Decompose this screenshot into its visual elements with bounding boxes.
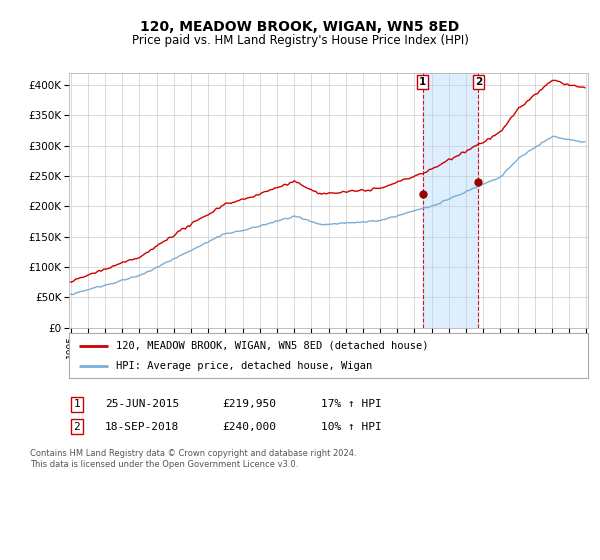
Text: £240,000: £240,000: [222, 422, 276, 432]
Text: 10% ↑ HPI: 10% ↑ HPI: [321, 422, 382, 432]
Text: Contains HM Land Registry data © Crown copyright and database right 2024.
This d: Contains HM Land Registry data © Crown c…: [30, 449, 356, 469]
Text: 120, MEADOW BROOK, WIGAN, WN5 8ED (detached house): 120, MEADOW BROOK, WIGAN, WN5 8ED (detac…: [116, 340, 428, 351]
Text: 2: 2: [475, 77, 482, 87]
Text: 25-JUN-2015: 25-JUN-2015: [105, 399, 179, 409]
Text: HPI: Average price, detached house, Wigan: HPI: Average price, detached house, Wiga…: [116, 361, 372, 371]
Text: 18-SEP-2018: 18-SEP-2018: [105, 422, 179, 432]
Text: 1: 1: [73, 399, 80, 409]
Bar: [422, 73, 478, 328]
Text: 120, MEADOW BROOK, WIGAN, WN5 8ED: 120, MEADOW BROOK, WIGAN, WN5 8ED: [140, 20, 460, 34]
Text: Price paid vs. HM Land Registry's House Price Index (HPI): Price paid vs. HM Land Registry's House …: [131, 34, 469, 46]
Text: £219,950: £219,950: [222, 399, 276, 409]
Text: 2: 2: [73, 422, 80, 432]
Text: 1: 1: [419, 77, 427, 87]
Text: 17% ↑ HPI: 17% ↑ HPI: [321, 399, 382, 409]
